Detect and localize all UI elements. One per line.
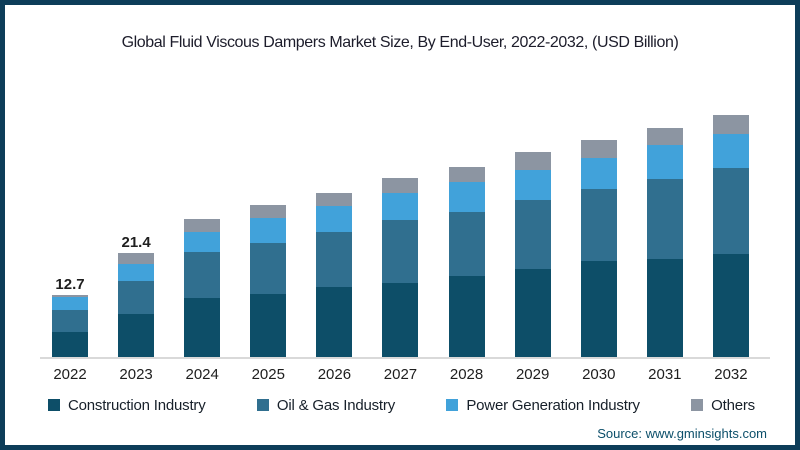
bar-segment-power-generation-industry-2030 <box>580 158 617 189</box>
legend-label-power-generation-industry: Power Generation Industry <box>466 396 640 414</box>
legend-item-construction-industry: Construction Industry <box>48 397 206 414</box>
bar-segment-oil-gas-industry-2032 <box>712 167 749 254</box>
bar-2031 <box>646 127 683 357</box>
bar-segment-power-generation-industry-2024 <box>184 232 221 253</box>
x-label-2027: 2027 <box>383 366 418 383</box>
bar-segment-oil-gas-industry-2022 <box>52 310 88 333</box>
bar-segment-others-2027 <box>382 177 419 193</box>
bar-2032 <box>712 114 749 357</box>
legend-item-oil-gas-industry: Oil & Gas Industry <box>256 396 395 414</box>
bar-segment-construction-industry-2024 <box>184 297 221 357</box>
bar-segment-power-generation-industry-2023 <box>118 264 155 282</box>
bar-segment-oil-gas-industry-2026 <box>316 232 353 288</box>
bar-segment-others-2022 <box>52 295 88 298</box>
legend-swatch-construction-industry <box>48 399 60 411</box>
bar-segment-power-generation-industry-2025 <box>250 218 287 243</box>
bar-segment-construction-industry-2030 <box>580 260 617 357</box>
bar-total-label-2023: 21.4 <box>121 233 151 251</box>
bar-segment-power-generation-industry-2032 <box>712 133 749 168</box>
bar-segment-others-2031 <box>646 127 683 146</box>
legend-swatch-power-generation-industry <box>446 399 459 411</box>
bar-segment-oil-gas-industry-2029 <box>514 200 551 269</box>
legend-label-others: Others <box>711 396 755 414</box>
legend-item-power-generation-industry: Power Generation Industry <box>446 396 640 414</box>
x-label-2026: 2026 <box>317 366 352 383</box>
legend-item-others: Others <box>691 397 755 414</box>
chart-title: Global Fluid Viscous Dampers Market Size… <box>121 34 679 51</box>
bar-segment-others-2028 <box>448 166 485 182</box>
bar-segment-others-2030 <box>580 140 617 159</box>
bar-2030 <box>580 140 617 357</box>
bar-2029 <box>514 151 551 357</box>
bar-segment-construction-industry-2031 <box>646 258 683 357</box>
bar-total-label-2022: 12.7 <box>55 276 85 294</box>
x-axis-labels: 2022 2023 2024 2025 2026 2027 2028 2029 2030 2031… <box>52 366 749 383</box>
source-note: Source: www.gminsights.com <box>597 426 767 441</box>
bar-2026 <box>316 193 353 357</box>
x-label-2028: 2028 <box>449 366 484 383</box>
bar-segment-oil-gas-industry-2031 <box>646 178 683 259</box>
bar-segment-power-generation-industry-2026 <box>316 205 353 233</box>
bar-plot-area: 12.7 21.4 <box>52 107 749 357</box>
bar-2027 <box>382 177 419 357</box>
bar-segment-construction-industry-2023 <box>118 314 155 357</box>
bar-2025 <box>250 205 287 357</box>
bar-2028 <box>448 166 485 357</box>
x-label-2032: 2032 <box>714 366 748 383</box>
chart-legend: Construction Industry Oil & Gas Industry P… <box>48 395 755 415</box>
bar-segment-construction-industry-2025 <box>250 294 287 357</box>
bar-segment-oil-gas-industry-2023 <box>118 281 155 315</box>
bar-segment-construction-industry-2028 <box>448 275 485 357</box>
bar-segment-power-generation-industry-2027 <box>382 192 419 221</box>
bar-segment-others-2023 <box>118 252 155 265</box>
bar-segment-oil-gas-industry-2028 <box>448 211 485 276</box>
x-label-2030: 2030 <box>582 366 616 383</box>
x-axis-line <box>40 357 770 359</box>
bar-segment-oil-gas-industry-2025 <box>250 242 287 295</box>
bar-segment-construction-industry-2027 <box>382 282 419 357</box>
legend-label-oil-gas-industry: Oil & Gas Industry <box>276 396 395 414</box>
bar-segment-power-generation-industry-2022 <box>52 297 88 311</box>
bar-segment-power-generation-industry-2028 <box>448 181 485 212</box>
bar-segment-power-generation-industry-2029 <box>514 170 551 201</box>
bar-2023: 21.4 <box>118 234 155 357</box>
bar-2024 <box>184 218 221 357</box>
bar-segment-oil-gas-industry-2030 <box>580 188 617 261</box>
bar-segment-others-2029 <box>514 151 551 171</box>
bar-segment-power-generation-industry-2031 <box>646 145 683 179</box>
legend-label-construction-industry: Construction Industry <box>68 396 206 414</box>
legend-swatch-others <box>691 399 704 411</box>
bar-segment-construction-industry-2029 <box>514 268 551 357</box>
bar-segment-construction-industry-2026 <box>316 287 353 357</box>
bar-segment-others-2025 <box>250 205 287 219</box>
bar-segment-others-2032 <box>712 114 749 134</box>
bar-segment-others-2024 <box>184 218 221 233</box>
x-label-2029: 2029 <box>515 366 550 383</box>
x-label-2022: 2022 <box>53 366 87 383</box>
bar-2022: 12.7 <box>52 276 88 357</box>
bar-segment-oil-gas-industry-2027 <box>382 220 419 283</box>
bar-segment-construction-industry-2032 <box>712 253 749 357</box>
legend-swatch-oil-gas-industry <box>256 399 269 411</box>
x-label-2025: 2025 <box>251 366 285 383</box>
bar-segment-oil-gas-industry-2024 <box>184 252 221 298</box>
bar-segment-others-2026 <box>316 193 353 206</box>
x-label-2031: 2031 <box>648 366 682 383</box>
x-label-2024: 2024 <box>185 366 219 383</box>
bar-segment-construction-industry-2022 <box>52 332 88 357</box>
x-label-2023: 2023 <box>119 366 153 383</box>
